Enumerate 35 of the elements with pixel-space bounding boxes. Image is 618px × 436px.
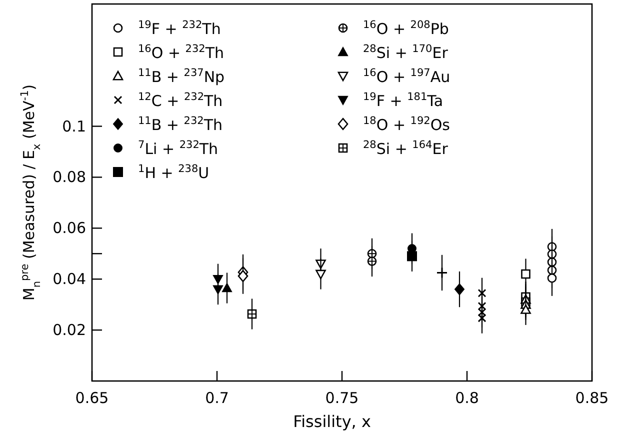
- legend-label: $^{16}$O + $^{197}$Au: [363, 67, 450, 86]
- point: [213, 285, 223, 294]
- legend-label: $^{28}$Si + $^{164}$Er: [363, 139, 449, 158]
- legend-label: $^{16}$O + $^{208}$Pb: [363, 19, 449, 38]
- x-tick-label: 0.85: [575, 389, 609, 407]
- point: [520, 304, 531, 314]
- legend-label: $^{16}$O + $^{232}$Th: [138, 43, 224, 62]
- point: [238, 270, 248, 282]
- y-tick-label: 0.08: [52, 168, 86, 186]
- point: [316, 270, 326, 280]
- y-tick-label: 0.06: [52, 219, 86, 238]
- point: [222, 283, 232, 292]
- point: [478, 288, 486, 298]
- point: [521, 269, 530, 279]
- x-tick-label: 0.65: [75, 389, 109, 407]
- x-tick-label: 0.8: [455, 389, 479, 407]
- legend-label: $^{11}$B + $^{237}$Np: [138, 67, 225, 86]
- legend-label: $^{19}$F + $^{232}$Th: [138, 19, 221, 38]
- legend-label: $^{18}$O + $^{192}$Os: [363, 115, 450, 134]
- x-tick-label: 0.7: [205, 389, 229, 407]
- point: [547, 273, 557, 283]
- point: [407, 251, 417, 262]
- legend-label: $^{1}$H + $^{238}$U: [138, 163, 210, 182]
- legend-label: $^{12}$C + $^{232}$Th: [138, 91, 223, 110]
- y-tick-label: 0.04: [52, 270, 86, 288]
- legend-label: $^{19}$F + $^{181}$Ta: [363, 91, 444, 110]
- legend-label: $^{28}$Si + $^{170}$Er: [363, 43, 449, 62]
- x-tick-label: 0.75: [325, 389, 359, 407]
- legend-label: $^{11}$B + $^{232}$Th: [138, 115, 222, 134]
- y-tick-label: 0.1: [62, 117, 86, 136]
- x-axis-title: Fissility, x: [293, 412, 371, 431]
- point: [436, 266, 448, 278]
- point: [454, 283, 464, 296]
- y-tick-label: 0.02: [52, 321, 86, 340]
- legend-label: $^{7}$Li + $^{232}$Th: [138, 139, 218, 158]
